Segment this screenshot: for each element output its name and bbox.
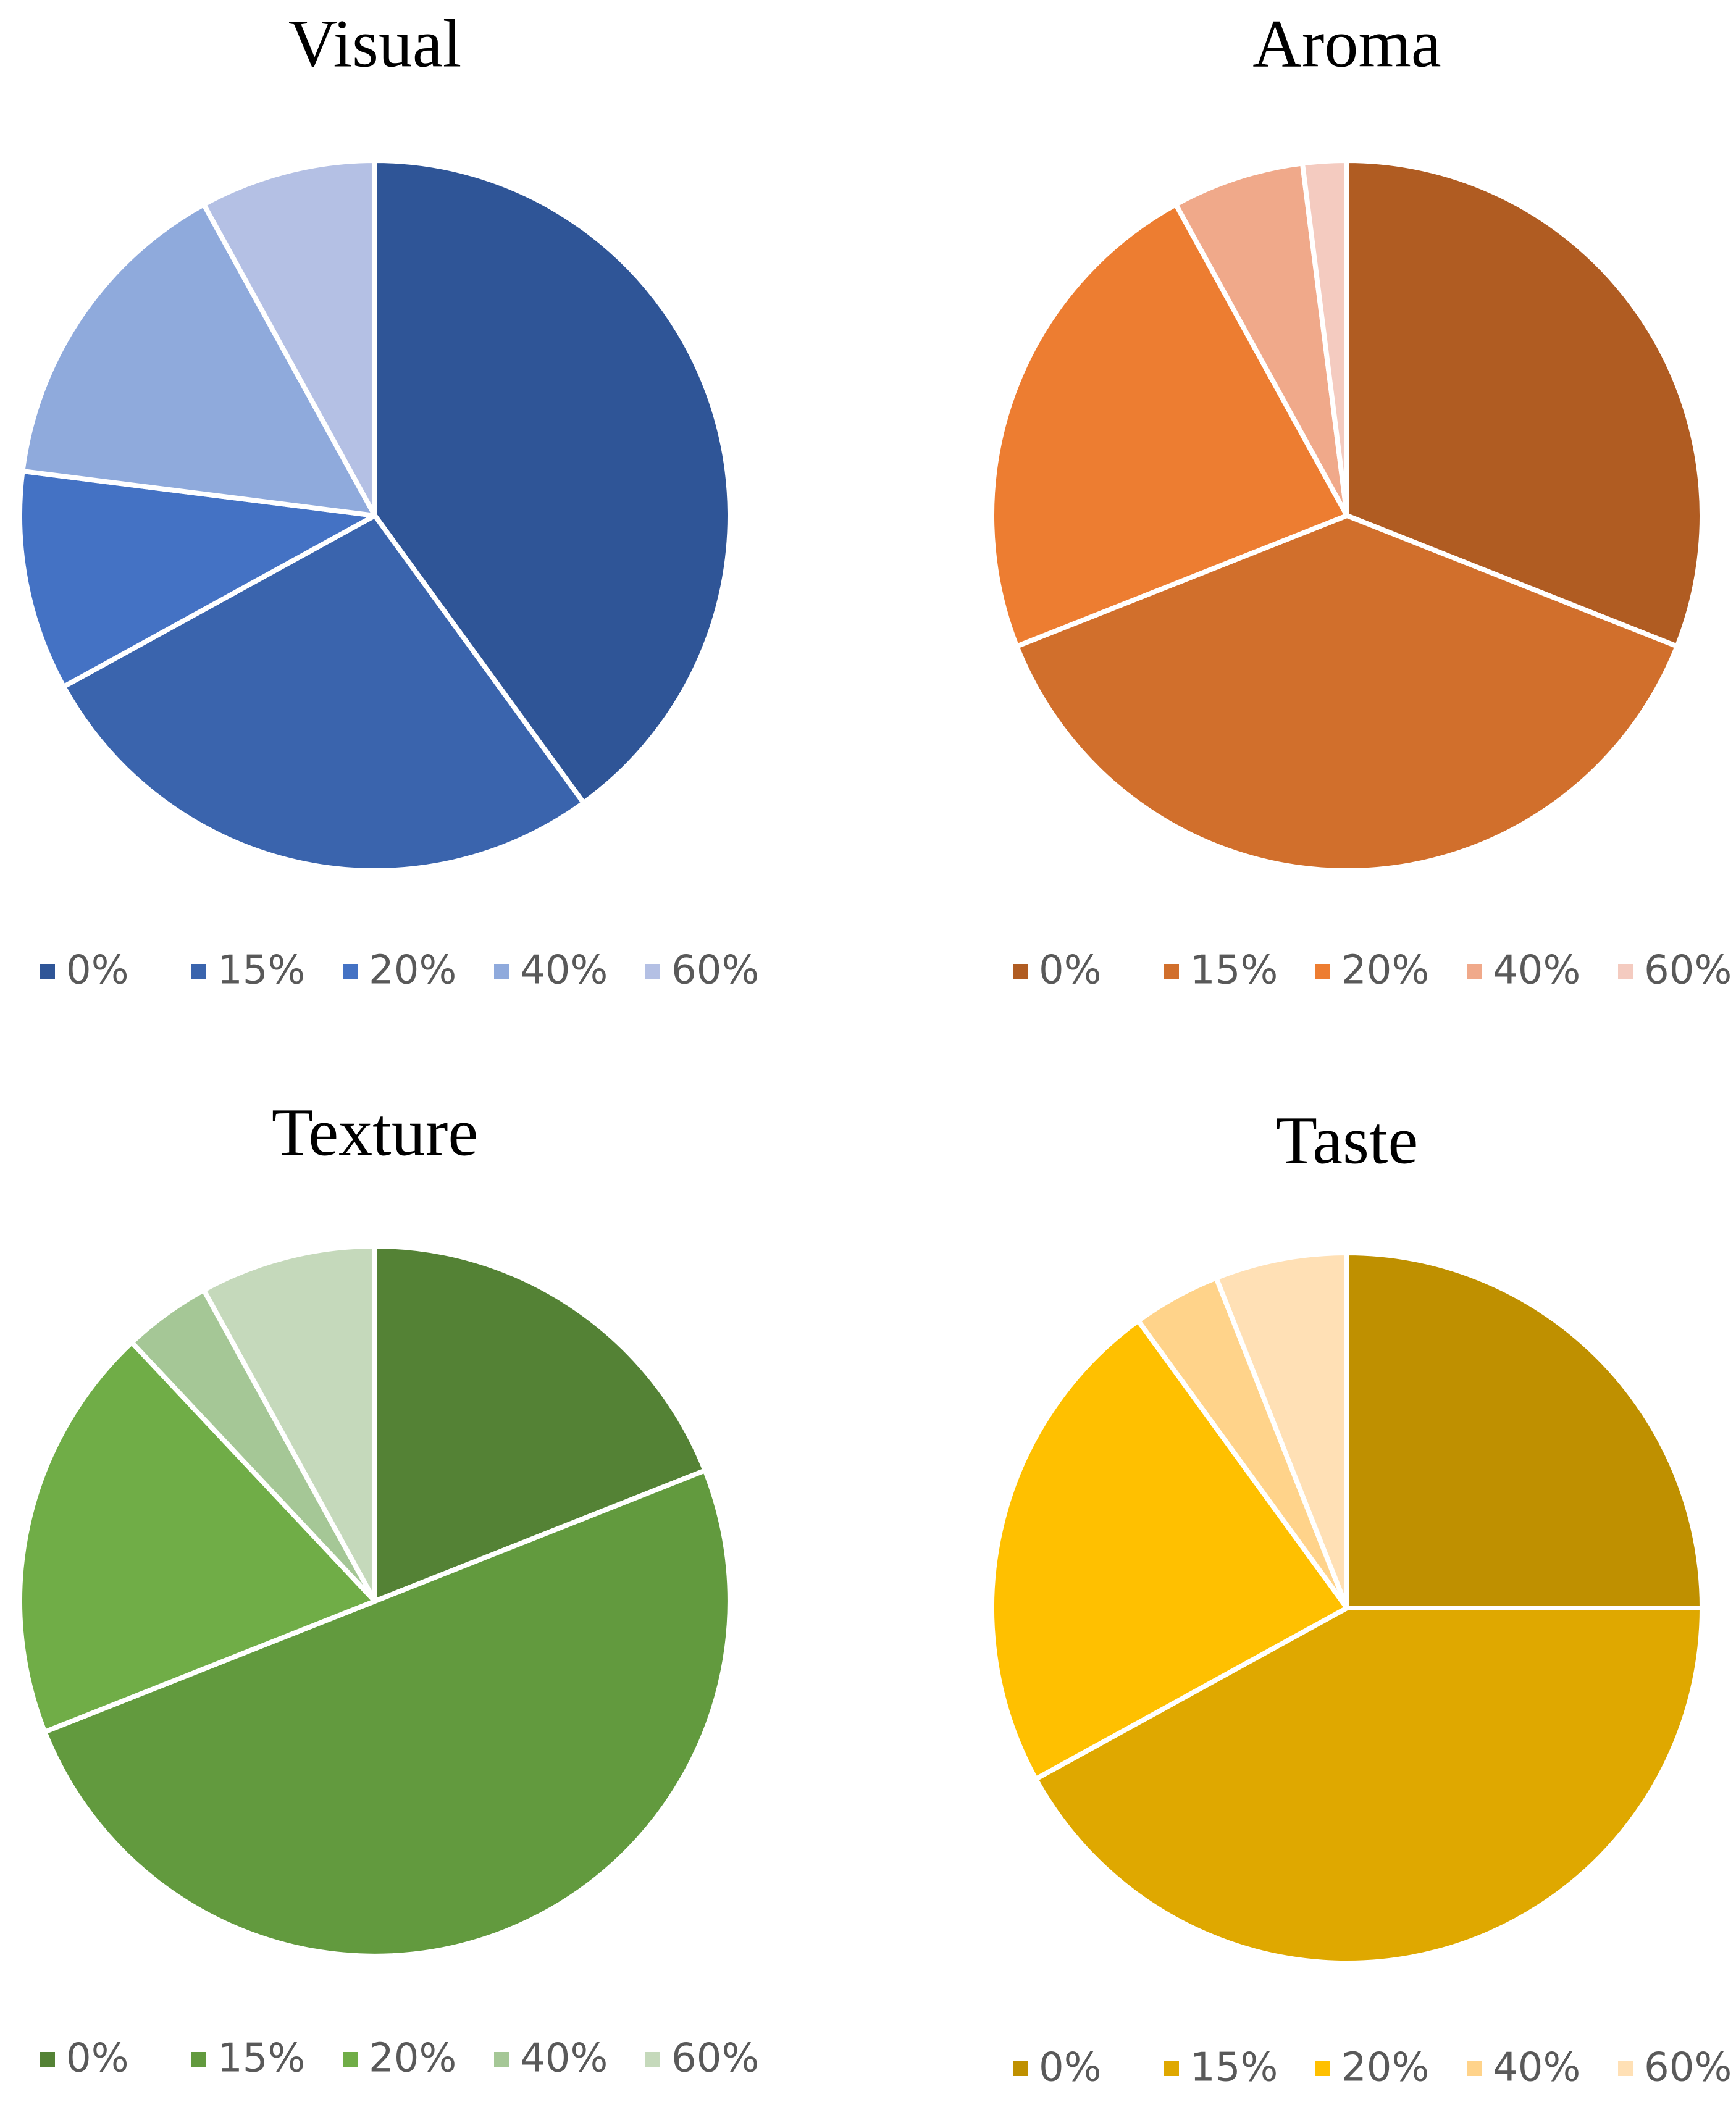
- legend-label: 20%: [369, 948, 456, 994]
- pie-chart: Visual 0% 15% 20% 40% 60%: [17, 6, 759, 994]
- legend-label: 15%: [217, 2036, 305, 2082]
- legend-label: 20%: [369, 2036, 456, 2082]
- pie-slice: [20, 202, 377, 518]
- legend-label: 15%: [1190, 2045, 1278, 2091]
- pie-chart: Taste 0% 15% 20% 40% 60%: [989, 1102, 1732, 2091]
- legend-swatch: [40, 964, 55, 979]
- legend-label: 0%: [1039, 948, 1102, 994]
- pie-slice: [989, 202, 1349, 649]
- legend-label: 15%: [217, 948, 305, 994]
- pie-chart: Aroma 0% 15% 20% 40% 60%: [989, 6, 1732, 994]
- chart-title: Visual: [288, 6, 462, 81]
- legend-label: 40%: [1493, 948, 1580, 994]
- legend-label: 60%: [671, 2036, 759, 2082]
- chart-title: Taste: [1276, 1102, 1419, 1178]
- legend-swatch: [191, 964, 206, 979]
- legend-swatch: [1164, 2061, 1179, 2076]
- pie-slice: [1344, 1250, 1705, 1610]
- pie-slice: [1014, 513, 1680, 873]
- legend-swatch: [1164, 964, 1179, 979]
- legend-swatch: [1315, 964, 1330, 979]
- pie-slice: [372, 158, 732, 806]
- legend-swatch: [1618, 964, 1633, 979]
- pie-slice: [372, 1244, 708, 1604]
- legend-swatch: [343, 2052, 358, 2067]
- legend-label: 40%: [1493, 2045, 1580, 2091]
- pie-slice: [1033, 1606, 1705, 1966]
- legend-swatch: [494, 964, 509, 979]
- pie-slice: [44, 1470, 730, 1956]
- legend-swatch: [1013, 964, 1028, 979]
- legend-swatch: [1315, 2061, 1330, 2076]
- pie-slice: [17, 468, 377, 690]
- pie-slice: [1173, 161, 1349, 518]
- legend-label: 20%: [1341, 948, 1429, 994]
- legend-swatch: [191, 2052, 206, 2067]
- chart-title: Aroma: [1252, 6, 1441, 81]
- legend-label: 40%: [520, 948, 608, 994]
- legend-label: 60%: [1644, 2045, 1732, 2091]
- pie-slice: [989, 1318, 1349, 1782]
- pie-slice: [201, 1244, 377, 1604]
- legend-swatch: [343, 964, 358, 979]
- pie-slice: [1299, 158, 1349, 518]
- legend-label: 0%: [66, 2036, 129, 2082]
- pie-slice: [1344, 158, 1705, 649]
- legend-swatch: [645, 964, 660, 979]
- legend-swatch: [494, 2052, 509, 2067]
- legend-swatch: [1467, 2061, 1482, 2076]
- legend-label: 15%: [1190, 948, 1278, 994]
- legend-swatch: [40, 2052, 55, 2067]
- legend-swatch: [1013, 2061, 1028, 2076]
- legend-label: 40%: [520, 2036, 608, 2082]
- pie-slice: [1214, 1250, 1349, 1610]
- legend-label: 60%: [1644, 948, 1732, 994]
- pie-slice: [61, 513, 586, 873]
- chart-title: Texture: [272, 1094, 478, 1170]
- pie-slice: [17, 1339, 377, 1735]
- pie-chart: Texture 0% 15% 20% 40% 60%: [17, 1094, 759, 2082]
- legend-swatch: [1618, 2061, 1633, 2076]
- legend-label: 60%: [671, 948, 759, 994]
- legend-swatch: [645, 2052, 660, 2067]
- pie-slice: [201, 158, 377, 518]
- legend-label: 0%: [66, 948, 129, 994]
- legend-label: 20%: [1341, 2045, 1429, 2091]
- legend-label: 0%: [1039, 2045, 1102, 2091]
- legend-swatch: [1467, 964, 1482, 979]
